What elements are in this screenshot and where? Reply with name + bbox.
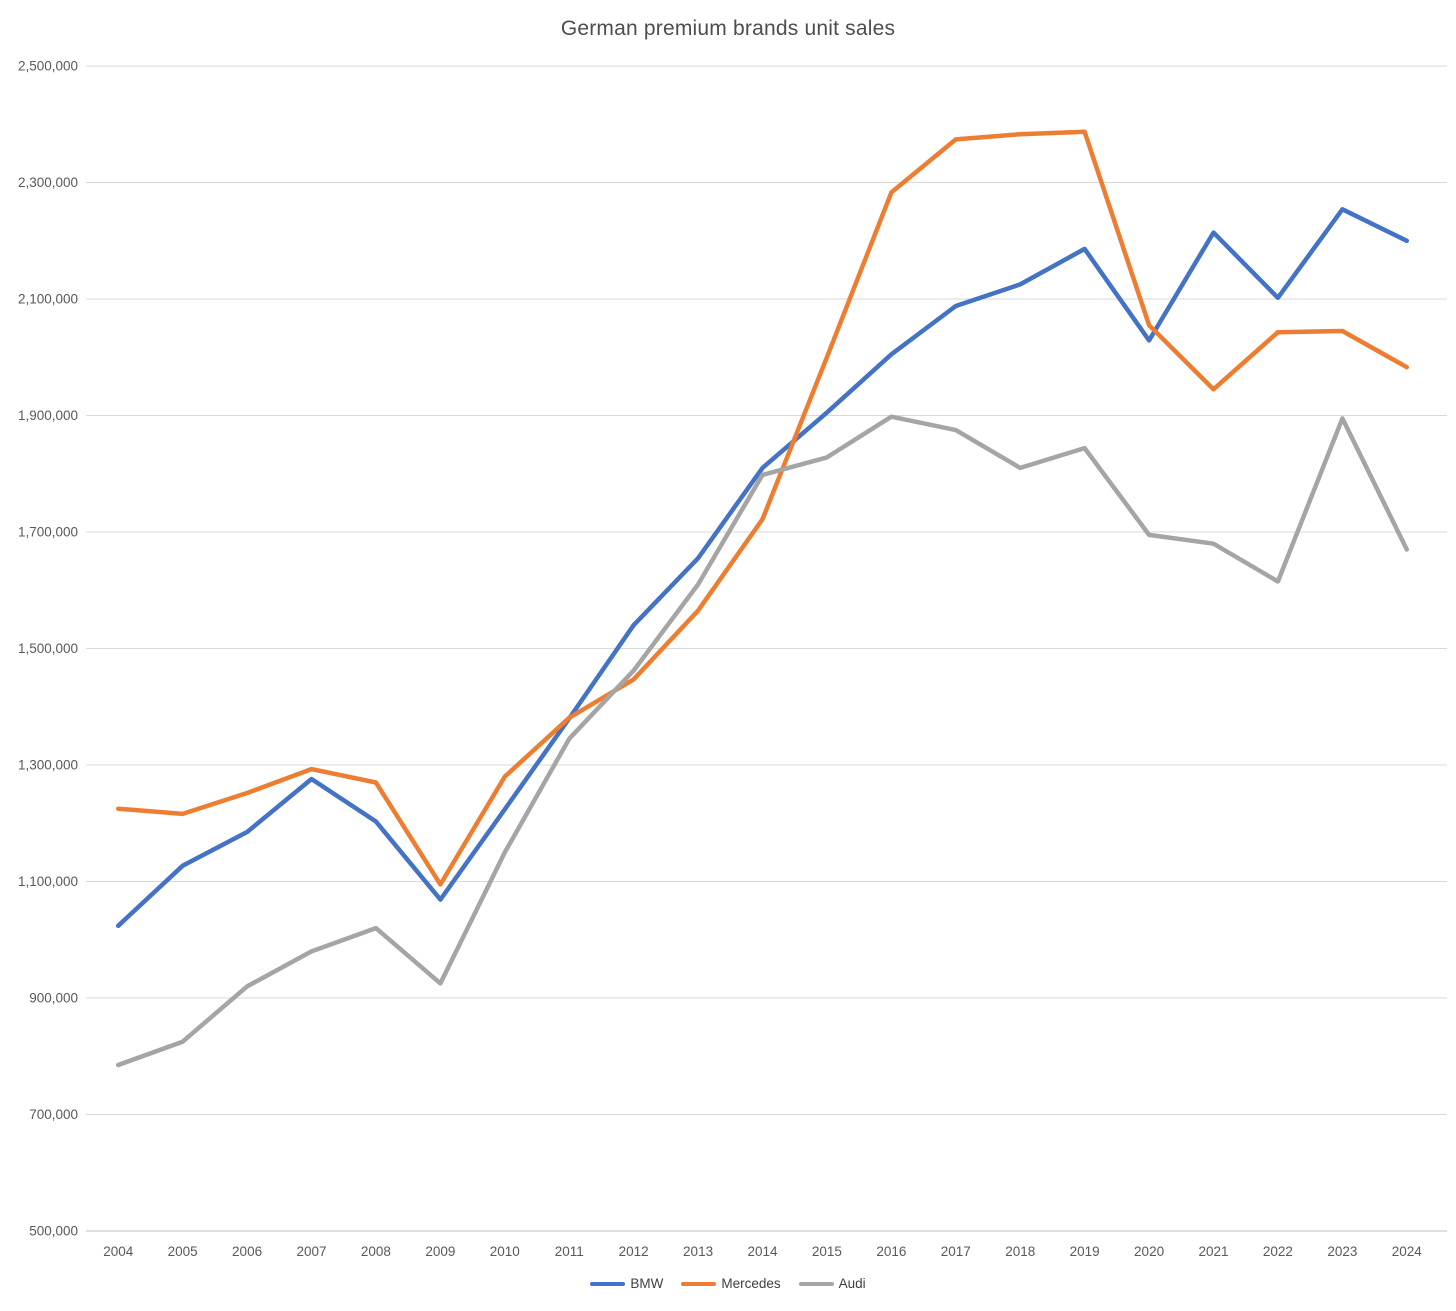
y-axis-tick-label: 2,100,000	[18, 292, 78, 307]
chart-legend: BMW Mercedes Audi	[0, 1276, 1456, 1291]
x-axis-tick-label: 2021	[1198, 1244, 1228, 1259]
x-axis-tick-label: 2007	[296, 1244, 326, 1259]
legend-swatch-bmw	[590, 1281, 626, 1286]
y-axis-tick-label: 1,500,000	[18, 641, 78, 656]
x-axis-tick-label: 2023	[1327, 1244, 1357, 1259]
y-axis-tick-label: 1,300,000	[18, 758, 78, 773]
x-axis-tick-label: 2008	[361, 1244, 391, 1259]
legend-label-mercedes: Mercedes	[721, 1276, 781, 1291]
x-axis-tick-label: 2005	[168, 1244, 198, 1259]
y-axis-tick-label: 700,000	[29, 1107, 78, 1122]
x-axis-tick-label: 2004	[103, 1244, 134, 1259]
legend-item-audi: Audi	[798, 1276, 866, 1291]
x-axis-tick-label: 2009	[425, 1244, 455, 1259]
series-line-bmw	[115, 207, 1410, 929]
y-axis-tick-label: 2,500,000	[18, 59, 78, 74]
legend-label-audi: Audi	[838, 1276, 866, 1291]
x-axis-tick-label: 2019	[1070, 1244, 1100, 1259]
x-axis-tick-label: 2017	[941, 1244, 971, 1259]
series-line-audi	[115, 414, 1410, 1068]
y-axis-tick-label: 1,700,000	[18, 525, 78, 540]
x-axis-tick-label: 2006	[232, 1244, 262, 1259]
x-axis-tick-label: 2010	[490, 1244, 520, 1259]
x-axis-tick-label: 2013	[683, 1244, 713, 1259]
x-axis-tick-label: 2012	[619, 1244, 649, 1259]
legend-item-bmw: BMW	[590, 1276, 663, 1291]
x-axis-tick-label: 2024	[1392, 1244, 1423, 1259]
y-axis-tick-label: 1,100,000	[18, 874, 78, 889]
legend-swatch-mercedes	[681, 1281, 717, 1286]
series-line-mercedes	[115, 129, 1410, 887]
legend-swatch-audi	[798, 1281, 834, 1286]
x-axis-tick-label: 2020	[1134, 1244, 1164, 1259]
x-axis-tick-label: 2014	[747, 1244, 778, 1259]
chart-title: German premium brands unit sales	[560, 17, 896, 40]
x-axis-tick-label: 2015	[812, 1244, 842, 1259]
legend-item-mercedes: Mercedes	[681, 1276, 781, 1291]
x-axis-tick-label: 2022	[1263, 1244, 1293, 1259]
x-axis-tick-label: 2018	[1005, 1244, 1035, 1259]
y-axis-tick-label: 2,300,000	[18, 175, 78, 190]
y-axis-tick-label: 500,000	[29, 1224, 78, 1239]
x-axis-tick-label: 2016	[876, 1244, 906, 1259]
x-axis-tick-label: 2011	[555, 1244, 584, 1259]
y-axis-tick-label: 900,000	[29, 991, 78, 1006]
y-axis-tick-label: 1,900,000	[18, 408, 78, 423]
legend-label-bmw: BMW	[630, 1276, 664, 1291]
